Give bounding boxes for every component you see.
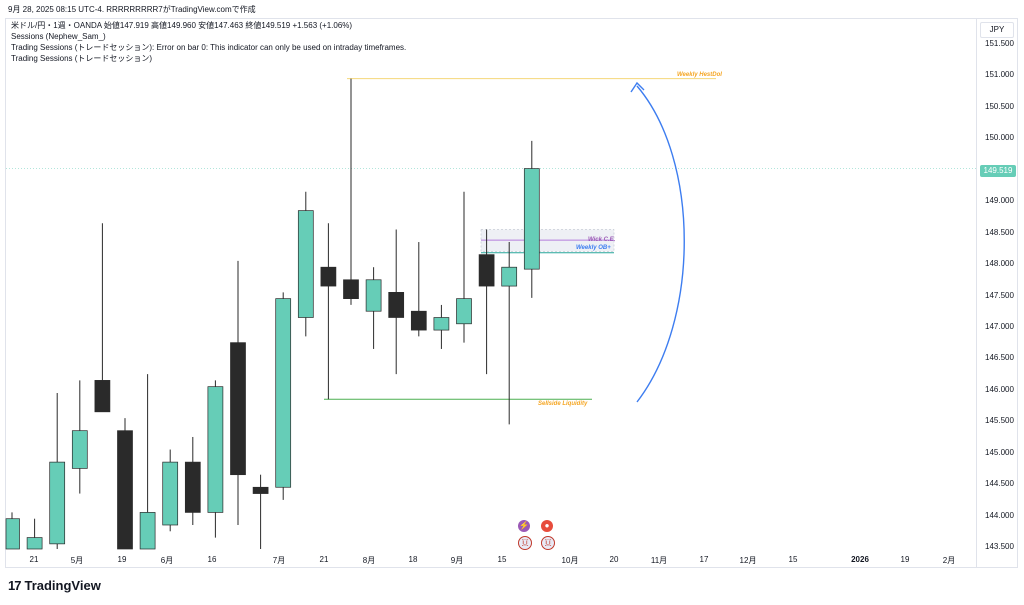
time-tick-label: 18: [408, 555, 418, 564]
time-tick-label: 21: [319, 555, 329, 564]
time-tick-label: 12月: [739, 556, 757, 565]
logo-mark: 17: [8, 578, 22, 593]
candle-body: [388, 292, 405, 318]
time-tick-label: 17: [699, 555, 709, 564]
time-tick-label: 9月: [450, 556, 464, 565]
price-tick-label: 145.000: [985, 447, 1014, 457]
price-tick-label: 150.500: [985, 101, 1014, 111]
candle-body: [49, 461, 66, 545]
time-tick-label: 15: [497, 555, 507, 564]
price-tick-label: 147.500: [985, 290, 1014, 300]
candle-body: [478, 254, 495, 287]
last-price-label: 149.519: [980, 165, 1016, 177]
candle-body: [320, 266, 337, 287]
time-tick-label: 19: [117, 555, 127, 564]
legend: 米ドル/円・1週・OANDA 始値147.919 高値149.960 安値147…: [11, 20, 406, 64]
time-tick-label: 11月: [650, 556, 668, 565]
lightning-event-icon[interactable]: ⚡: [518, 520, 530, 532]
candle-body: [207, 386, 224, 513]
weekly-ob-label: Weekly OB+: [576, 245, 611, 251]
candle-body: [343, 279, 359, 299]
candle-body: [501, 266, 518, 287]
price-tick-label: 147.000: [985, 321, 1014, 331]
weekly-high-label: Weekly HestDol: [677, 72, 722, 78]
price-tick-label: 143.500: [985, 542, 1014, 551]
time-tick-label: 15: [788, 555, 798, 564]
candle-body: [456, 298, 472, 325]
currency-button[interactable]: JPY: [980, 22, 1014, 38]
symbol-info[interactable]: 米ドル/円・1週・OANDA 始値147.919 高値149.960 安値147…: [11, 21, 353, 30]
indicator-error[interactable]: Trading Sessions (トレードセッション): Error on b…: [11, 43, 407, 52]
candle-body: [365, 279, 382, 312]
candle-body: [184, 461, 201, 513]
price-tick-label: 151.000: [985, 70, 1014, 80]
candle-body: [297, 210, 314, 318]
time-tick-label: 6月: [160, 556, 174, 565]
candle-body: [117, 430, 133, 550]
price-tick-label: 144.500: [985, 479, 1014, 489]
time-tick-label: 10月: [561, 556, 579, 565]
time-tick-label: 19: [900, 555, 910, 564]
price-tick-label: 151.500: [985, 39, 1014, 48]
price-tick-label: 145.500: [985, 416, 1014, 426]
candle-body: [252, 486, 269, 494]
time-tick-label: 21: [29, 555, 39, 564]
price-tick-label: 148.000: [985, 259, 1014, 269]
time-tick-label: 2月: [942, 556, 956, 565]
candle-body: [523, 168, 540, 270]
us-flag-event-icon[interactable]: 🇺: [541, 536, 555, 550]
candle-body: [162, 461, 179, 526]
candle-body: [139, 512, 156, 550]
sellside-liquidity-label: Sellside Liquidity: [538, 401, 588, 407]
time-tick-label: 16: [207, 555, 217, 564]
candle-body: [94, 380, 111, 413]
candle-body: [26, 537, 43, 550]
logo-text: TradingView: [24, 578, 101, 593]
wick-ce-label: Wick C.E.: [588, 237, 616, 243]
candle-body: [410, 310, 427, 331]
candle-body: [71, 430, 88, 469]
chart-caption: 9月 28, 2025 08:15 UTC-4. RRRRRRRRR7がTrad…: [8, 5, 256, 14]
price-tick-label: 148.500: [985, 227, 1014, 237]
us-flag-event-icon[interactable]: 🇺: [518, 536, 532, 550]
candle-body: [275, 298, 292, 488]
price-tick-label: 144.000: [985, 510, 1014, 520]
candle-body: [433, 317, 450, 331]
time-tick-label: 5月: [70, 556, 84, 565]
tradingview-logo[interactable]: 17 TradingView: [8, 578, 101, 593]
price-axis[interactable]: [976, 18, 1019, 568]
price-tick-label: 149.000: [985, 196, 1014, 206]
time-tick-label: 7月: [272, 556, 286, 565]
indicator-trading-sessions[interactable]: Trading Sessions (トレードセッション): [11, 54, 153, 63]
projection-arrowhead: [630, 81, 645, 93]
dividend-event-icon[interactable]: ●: [541, 520, 553, 532]
time-tick-label: 20: [609, 555, 619, 564]
candle-body: [230, 342, 246, 476]
price-tick-label: 150.000: [985, 133, 1014, 143]
time-tick-label: 8月: [362, 556, 376, 565]
chart-pane[interactable]: [5, 18, 1018, 568]
indicator-sessions[interactable]: Sessions (Nephew_Sam_): [11, 32, 106, 41]
projection-arrow: [636, 85, 685, 403]
candle-body: [5, 518, 20, 550]
price-tick-label: 146.500: [985, 353, 1014, 363]
time-tick-label: 2026: [851, 555, 869, 564]
price-tick-label: 146.000: [985, 384, 1014, 394]
